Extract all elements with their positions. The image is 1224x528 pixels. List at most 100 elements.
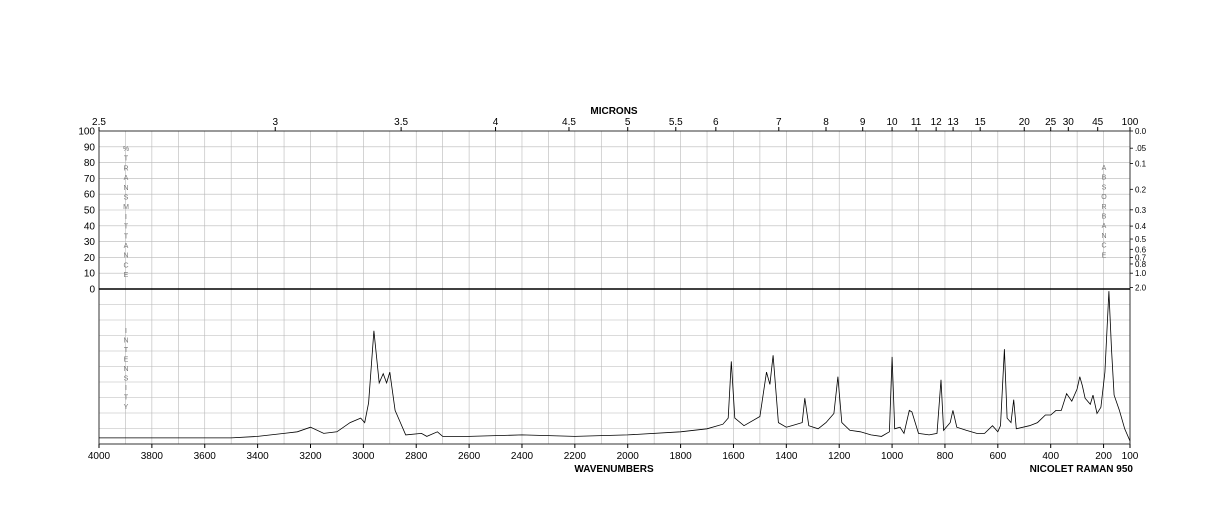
absorbance-tick-label: 0.4 <box>1135 222 1147 231</box>
micron-tick-label: 30 <box>1063 117 1075 128</box>
micron-tick-label: 10 <box>887 117 899 128</box>
x-tick-label: 100 <box>1122 451 1139 462</box>
absorbance-tick-label: .05 <box>1135 144 1147 153</box>
absorbance-axis-letter: O <box>1101 194 1107 201</box>
absorbance-tick-label: 0.0 <box>1135 127 1147 136</box>
transmittance-tick-label: 50 <box>84 206 96 217</box>
frame-layer <box>98 130 1131 445</box>
transmittance-axis-letter: A <box>124 175 129 182</box>
x-tick-label: 1200 <box>828 451 851 462</box>
transmittance-tick-label: 90 <box>84 142 96 153</box>
x-tick-label: 2600 <box>458 451 481 462</box>
series-layer <box>99 291 1131 442</box>
intensity-axis-letter: T <box>124 395 129 402</box>
transmittance-axis-letter: T <box>124 156 129 163</box>
micron-tick-label: 5 <box>625 117 631 128</box>
x-tick-label: 3600 <box>194 451 217 462</box>
plot-frame <box>98 130 1131 445</box>
absorbance-axis-letter: A <box>1102 223 1107 230</box>
transmittance-tick-label: 80 <box>84 158 96 169</box>
transmittance-tick-label: 100 <box>78 127 95 138</box>
intensity-axis-letter: S <box>124 376 129 383</box>
micron-tick-label: 7 <box>776 117 782 128</box>
transmittance-axis-letter: C <box>123 262 128 269</box>
x-tick-label: 3200 <box>299 451 322 462</box>
absorbance-tick-label: 0.3 <box>1135 206 1147 215</box>
intensity-axis-letter: T <box>124 347 129 354</box>
x-tick-label: 3800 <box>141 451 164 462</box>
x-tick-label: 2800 <box>405 451 428 462</box>
transmittance-tick-label: 10 <box>84 269 96 280</box>
micron-tick-label: 3 <box>272 117 278 128</box>
absorbance-tick-label: 0.5 <box>1135 235 1147 244</box>
absorbance-axis-letter: A <box>1102 165 1107 172</box>
absorbance-axis-letter: B <box>1102 175 1107 182</box>
micron-tick-label: 15 <box>975 117 987 128</box>
x-tick-label: 2000 <box>617 451 640 462</box>
absorbance-tick-label: 0.2 <box>1135 185 1147 194</box>
micron-tick-label: 3.5 <box>394 117 408 128</box>
instrument-label: NICOLET RAMAN 950 <box>1030 464 1134 475</box>
intensity-axis-letter: E <box>124 357 129 364</box>
micron-tick-label: 4 <box>493 117 499 128</box>
x-tick-label: 2200 <box>564 451 587 462</box>
x-tick-label: 200 <box>1095 451 1112 462</box>
micron-tick-label: 45 <box>1092 117 1104 128</box>
intensity-axis-letter: I <box>125 328 127 335</box>
spectrum-line <box>99 291 1131 442</box>
transmittance-axis-letter: T <box>124 224 129 231</box>
transmittance-axis-letter: % <box>123 146 129 153</box>
micron-tick-label: 20 <box>1019 117 1031 128</box>
micron-tick-label: 5.5 <box>669 117 683 128</box>
absorbance-tick-label: 0.8 <box>1135 260 1147 269</box>
x-tick-label: 2400 <box>511 451 534 462</box>
transmittance-axis-letter: S <box>124 195 129 202</box>
transmittance-axis-letter: R <box>123 165 128 172</box>
x-tick-label: 3000 <box>352 451 375 462</box>
intensity-axis-letter: Y <box>124 404 129 411</box>
x-axis-label: WAVENUMBERS <box>574 464 654 475</box>
transmittance-axis-letter: I <box>125 214 127 221</box>
absorbance-axis-letter: R <box>1101 204 1106 211</box>
microns-axis-label: MICRONS <box>590 106 638 117</box>
micron-tick-label: 2.5 <box>92 117 106 128</box>
transmittance-tick-label: 0 <box>89 285 95 296</box>
absorbance-axis-letter: B <box>1102 214 1107 221</box>
micron-tick-label: 12 <box>931 117 943 128</box>
absorbance-tick-label: 2.0 <box>1135 283 1147 292</box>
tick-layer: 4000 3800 3600 3400 3200 3000 2800 2600 2400 2200… <box>78 117 1146 462</box>
intensity-axis-letter: N <box>123 338 128 345</box>
absorbance-tick-label: 0.1 <box>1135 159 1147 168</box>
transmittance-tick-label: 60 <box>84 190 96 201</box>
intensity-axis-letter: N <box>123 366 128 373</box>
micron-tick-label: 13 <box>948 117 960 128</box>
micron-tick-label: 100 <box>1122 117 1139 128</box>
x-tick-label: 400 <box>1042 451 1059 462</box>
micron-tick-label: 25 <box>1045 117 1057 128</box>
transmittance-axis-letter: M <box>123 204 129 211</box>
transmittance-tick-label: 30 <box>84 237 96 248</box>
x-tick-label: 4000 <box>88 451 111 462</box>
absorbance-tick-label: 1.0 <box>1135 269 1147 278</box>
x-tick-label: 1600 <box>722 451 745 462</box>
absorbance-axis-letter: C <box>1101 243 1106 250</box>
absorbance-tick-label: 0.7 <box>1135 253 1147 262</box>
transmittance-axis-letter: N <box>123 253 128 260</box>
micron-tick-label: 11 <box>911 117 922 128</box>
micron-tick-label: 9 <box>860 117 866 128</box>
grid-layer <box>98 131 1131 444</box>
x-tick-label: 800 <box>937 451 954 462</box>
x-tick-label: 1400 <box>775 451 798 462</box>
absorbance-tick-label: 0.6 <box>1135 245 1147 254</box>
absorbance-axis-letter: N <box>1101 233 1106 240</box>
x-tick-label: 1000 <box>881 451 904 462</box>
intensity-axis-letter: I <box>125 385 127 392</box>
x-tick-label: 600 <box>989 451 1006 462</box>
absorbance-axis-letter: E <box>1102 252 1107 259</box>
absorbance-axis-letter: S <box>1102 184 1107 191</box>
transmittance-axis-letter: A <box>124 243 129 250</box>
transmittance-axis-letter: T <box>124 233 129 240</box>
micron-tick-label: 8 <box>823 117 829 128</box>
transmittance-axis-letter: E <box>124 272 129 279</box>
